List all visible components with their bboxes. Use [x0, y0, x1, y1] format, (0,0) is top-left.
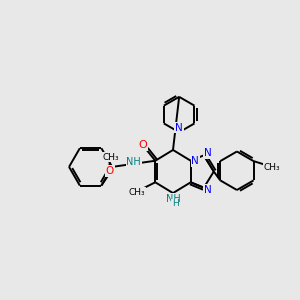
- Text: CH₃: CH₃: [264, 163, 280, 172]
- Text: N: N: [191, 156, 199, 166]
- Text: CH₃: CH₃: [128, 188, 145, 197]
- Text: H: H: [172, 200, 179, 208]
- Text: O: O: [106, 166, 114, 176]
- Text: NH: NH: [126, 157, 141, 166]
- Text: N: N: [175, 123, 183, 133]
- Text: NH: NH: [166, 194, 180, 204]
- Text: N: N: [204, 148, 212, 158]
- Text: O: O: [139, 140, 147, 150]
- Text: CH₃: CH₃: [102, 153, 119, 162]
- Text: N: N: [204, 185, 212, 195]
